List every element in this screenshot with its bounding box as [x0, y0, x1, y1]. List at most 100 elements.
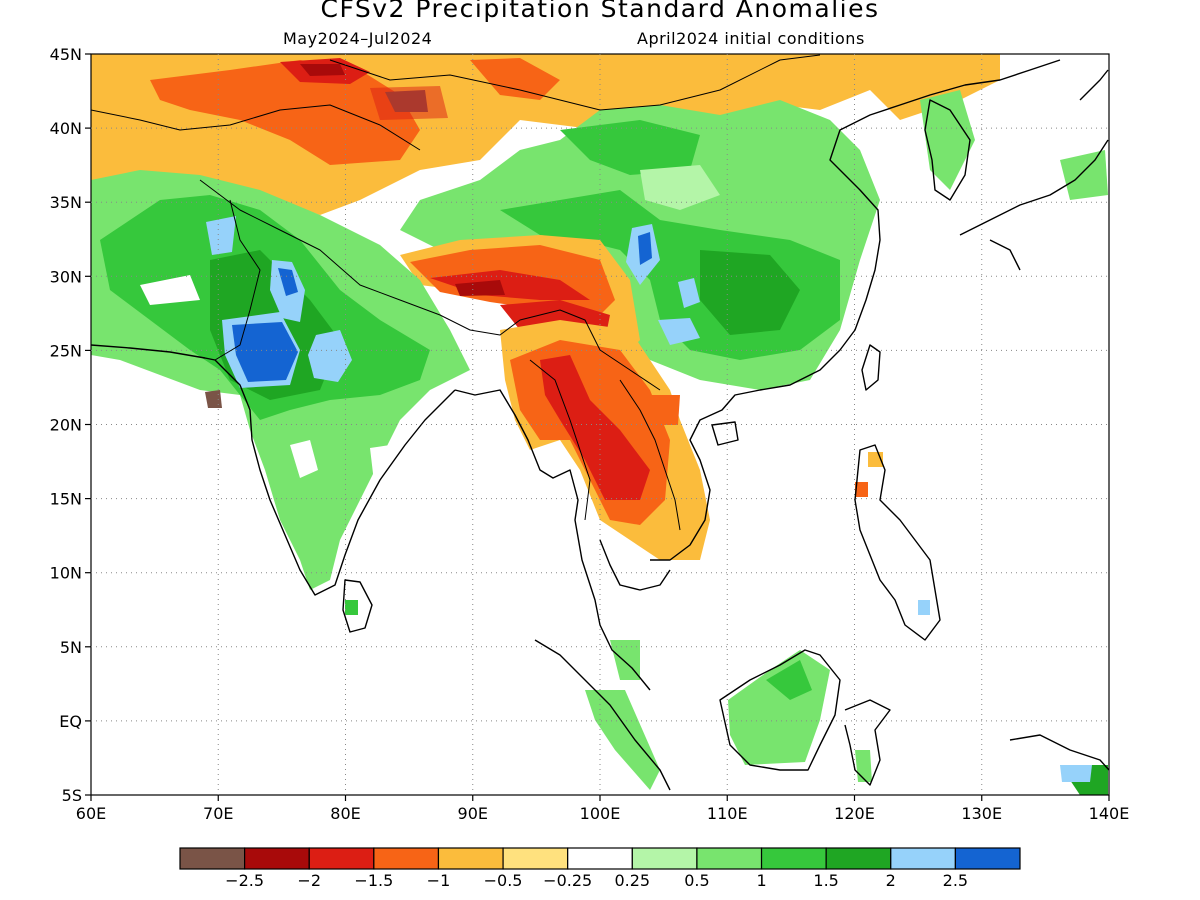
x-tick-label: 130E: [961, 804, 1002, 823]
china-mongolia-border: [329, 54, 821, 111]
afghan-wet: [206, 216, 236, 255]
borneo-outline: [719, 649, 841, 771]
colorbar-swatch: [825, 847, 892, 870]
tibet-dry-center: [455, 280, 505, 296]
philippines-dry: [855, 482, 868, 497]
colorbar-label: −1.5: [354, 871, 394, 890]
colorbar-label: −2.5: [225, 871, 265, 890]
colorbar-swatch: [502, 847, 569, 870]
forecast-period: May2024–Jul2024: [283, 29, 433, 48]
y-tick-label: 35N: [50, 193, 82, 212]
borneo-wet: [728, 650, 830, 765]
x-tick-label: 70E: [203, 804, 233, 823]
x-tick-label: 100E: [580, 804, 621, 823]
colorbar-label: −0.25: [543, 871, 593, 890]
borneo-wet-core: [766, 660, 812, 700]
y-tick-label: 10N: [50, 564, 82, 583]
y-tick-label: 5S: [62, 786, 82, 805]
y-tick-label: 15N: [50, 490, 82, 509]
x-tick-label: 140E: [1089, 804, 1130, 823]
punjab-wet-max: [278, 268, 298, 296]
colorbar-swatch: [437, 847, 504, 870]
india-white-patches: [140, 275, 392, 482]
colorbar-swatch: [631, 847, 698, 870]
central-china-wet-2: [658, 318, 700, 345]
initial-conditions: April2024 initial conditions: [637, 29, 865, 48]
central-asia-border: [91, 104, 421, 151]
kazakh-dry-core: [150, 60, 420, 165]
gulf-thailand-coastline: [599, 539, 671, 591]
y-tick-label: 40N: [50, 119, 82, 138]
y-tick-label: 25N: [50, 341, 82, 360]
sumatra-outline: [534, 639, 671, 791]
xinjiang-dry-ring: [370, 86, 448, 120]
gansu-wet: [560, 120, 700, 175]
colorbar-label: 0.25: [614, 871, 651, 890]
colorbar-swatch: [567, 847, 633, 870]
japan-outline: [959, 69, 1109, 271]
colorbar: [179, 847, 1021, 870]
anomaly-shading: [91, 54, 1108, 795]
sulawesi-wet: [855, 750, 872, 782]
colorbar-swatch: [373, 847, 440, 870]
colorbar-swatch: [696, 847, 763, 870]
x-tick-label: 110E: [707, 804, 748, 823]
philippines-outline: [854, 444, 941, 641]
indochina-coastline: [650, 59, 1061, 561]
china-wet-heavy: [700, 250, 800, 335]
mindanao-wet: [918, 600, 930, 615]
colorbar-swatch: [308, 847, 375, 870]
colorbar-label: 1: [756, 871, 767, 890]
sumatra-wet: [585, 690, 660, 790]
mongolia-wet: [640, 165, 720, 210]
central-india-wet: [308, 330, 352, 382]
colorbar-label: −0.5: [483, 871, 523, 890]
india-coastline: [214, 359, 456, 596]
x-tick-label: 60E: [76, 804, 106, 823]
colorbar-label: 0.5: [684, 871, 710, 890]
y-tick-label: EQ: [59, 712, 82, 731]
colorbar-swatch: [760, 847, 827, 870]
coastlines: [91, 54, 1109, 791]
pakistan-coastline: [91, 344, 216, 361]
korea-wet: [920, 90, 975, 190]
colorbar-swatch: [244, 847, 310, 870]
x-tick-label: 80E: [330, 804, 360, 823]
colorbar-label: −1: [426, 871, 451, 890]
central-china-wet: [678, 278, 700, 308]
colorbar-swatch: [954, 847, 1021, 870]
malaysia-wet: [610, 640, 640, 680]
xinjiang-dry-max: [300, 64, 345, 76]
tibet-dry-max: [430, 270, 590, 300]
vietnam-dry: [640, 395, 680, 425]
axis-labels: 60E 70E 80E 90E 100E 110E 120E 130E 140E 45N 40N 35…: [50, 45, 1130, 823]
colorbar-label: 2.5: [942, 871, 969, 890]
bengal-coastline: [454, 389, 651, 691]
pakistan-wet-max: [232, 322, 298, 382]
y-tick-label: 5N: [60, 638, 82, 657]
colorbar-label: 1.5: [813, 871, 839, 890]
colorbar-swatch: [179, 847, 246, 870]
thailand-dry-max: [540, 355, 650, 500]
x-tick-label: 90E: [458, 804, 488, 823]
pakistan-india-border: [214, 199, 261, 361]
laos-vietnam-border: [619, 379, 681, 531]
colorbar-swatch: [890, 847, 956, 870]
gridlines: [91, 54, 1109, 795]
axis-ticks: [85, 53, 1110, 801]
gujarat-dry: [205, 390, 222, 408]
x-tick-label: 120E: [834, 804, 875, 823]
y-tick-label: 30N: [50, 267, 82, 286]
newguinea-wet-2: [1060, 765, 1092, 782]
mongolia-dry: [470, 58, 560, 100]
hainan-outline: [711, 421, 739, 446]
srilanka-outline: [342, 579, 373, 633]
colorbar-label: −2: [297, 871, 322, 890]
sulawesi-outline: [844, 699, 891, 786]
map-title: CFSv2 Precipitation Standard Anomalies: [320, 0, 880, 23]
srilanka-wet: [345, 600, 358, 615]
y-tick-label: 20N: [50, 416, 82, 435]
y-tick-label: 45N: [50, 45, 82, 64]
sichuan-wet-max: [638, 232, 652, 265]
